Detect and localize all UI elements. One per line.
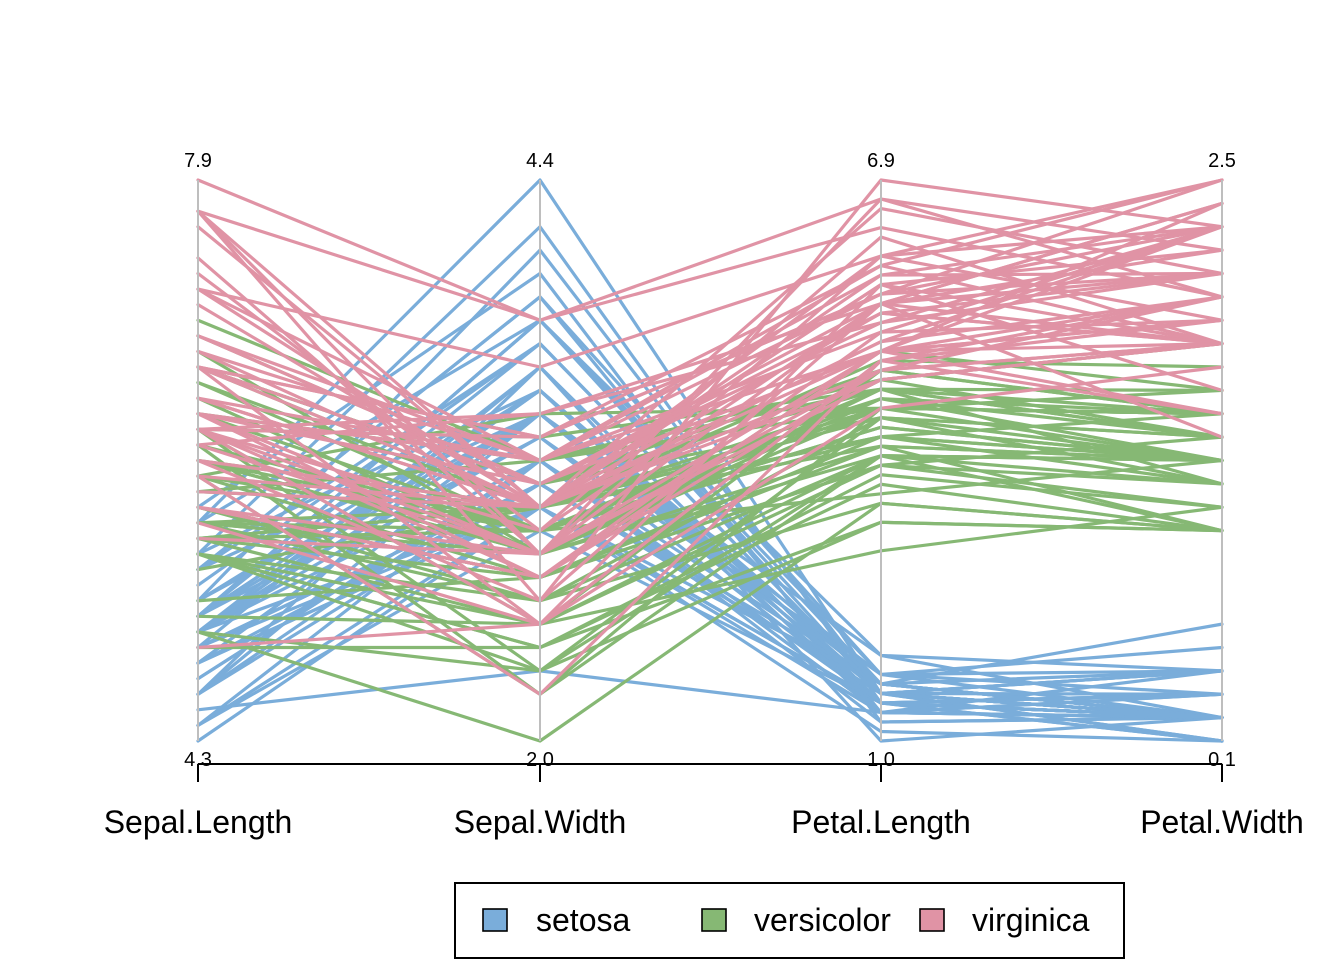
line-virginica-23 [196,197,1224,556]
max-label-petal-width: 2.5 [1208,150,1236,172]
series-virginica [196,178,1224,696]
min-label-petal-length: 1.0 [867,749,895,771]
legend-label-virginica: virginica [972,902,1090,938]
max-label-petal-length: 6.9 [867,150,895,172]
line-virginica-1 [196,178,1224,439]
line-versicolor-40 [196,454,1224,626]
axis-title-sepal-width: Sepal.Width [454,804,627,840]
line-virginica-12 [196,318,1224,579]
line-versicolor-44 [196,520,1224,673]
line-virginica-18 [196,197,1224,322]
line-versicolor-30 [196,501,1224,603]
legend-label-setosa: setosa [536,902,630,938]
axes [197,180,1223,782]
line-virginica-38 [196,311,1224,486]
line-virginica-39 [196,342,1224,509]
legend-item-virginica: virginica [919,902,1090,938]
legend: setosa versicolor virginica [454,882,1125,959]
min-label-sepal-length: 4.3 [184,749,212,771]
max-label-sepal-width: 4.4 [526,150,554,172]
line-versicolor-32 [196,482,1224,650]
legend-label-versicolor: versicolor [754,902,891,938]
line-virginica-42 [196,225,1224,486]
legend-item-setosa: setosa [482,902,630,938]
line-virginica-45 [196,178,1224,439]
legend-swatch-versicolor [701,908,727,932]
line-virginica-43 [196,318,1224,579]
line-virginica-10 [196,178,1224,369]
line-versicolor-48 [196,425,1224,533]
line-setosa-49 [196,342,1224,720]
line-virginica-49 [196,225,1224,447]
axis-title-petal-width: Petal.Width [1140,804,1304,840]
legend-swatch-setosa [482,908,508,932]
line-virginica-32 [196,178,1224,322]
line-setosa-42 [196,669,1224,715]
legend-item-versicolor: versicolor [701,902,891,938]
line-virginica-41 [196,201,1224,486]
line-virginica-50 [196,342,1224,509]
line-setosa-14 [196,505,1224,743]
line-virginica-47 [196,318,1224,626]
line-setosa-47 [196,318,1224,720]
line-versicolor-49 [196,505,1224,626]
line-virginica-20 [196,359,1224,696]
line-virginica-36 [196,209,1224,509]
line-virginica-26 [196,263,1224,463]
line-versicolor-41 [196,416,1224,603]
line-setosa-44 [196,388,1224,686]
min-label-petal-width: 0.1 [1208,749,1236,771]
line-virginica-35 [196,302,1224,603]
line-versicolor-38 [196,416,1224,673]
axis-title-sepal-length: Sepal.Length [104,804,293,840]
line-versicolor-50 [196,444,1224,556]
min-label-sepal-width: 2.0 [526,749,554,771]
series-lines [196,178,1224,743]
legend-swatch-virginica [919,908,945,932]
line-virginica-30 [196,282,1224,509]
max-label-sepal-length: 7.9 [184,150,212,172]
axis-title-petal-length: Petal.Length [791,804,971,840]
legend-box [454,882,1125,959]
axis-labels: 7.9 4.3 Sepal.Length 4.4 2.0 Sepal.Width 6.9 1.… [104,150,1304,840]
line-virginica-22 [196,295,1224,556]
line-virginica-48 [196,295,1224,509]
